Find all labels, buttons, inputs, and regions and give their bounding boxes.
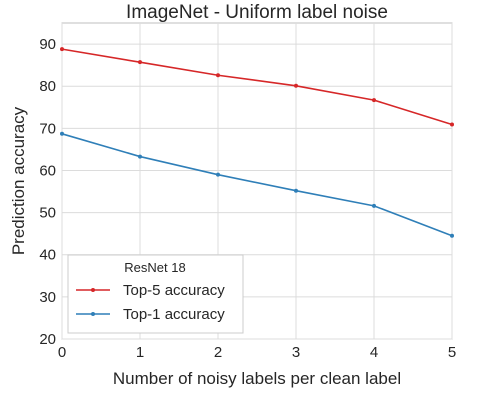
x-tick-label: 3 — [292, 344, 300, 361]
series-lines — [60, 47, 454, 238]
y-tick-label: 30 — [39, 289, 56, 306]
x-tick-label: 0 — [58, 344, 66, 361]
chart-title: ImageNet - Uniform label noise — [126, 2, 388, 23]
x-tick-label: 1 — [136, 344, 144, 361]
y-axis-label: Prediction accuracy — [9, 106, 28, 255]
series-line-top-5-accuracy — [61, 48, 453, 126]
tick-labels: 0 1 2 3 4 5 20 30 40 50 60 70 80 90 — [39, 36, 456, 361]
legend: ResNet 18 Top-5 accuracy Top-1 accuracy — [67, 254, 244, 334]
x-tick-label: 4 — [370, 344, 378, 361]
data-point-top-1-accuracy — [216, 172, 220, 177]
data-point-top-5-accuracy — [60, 47, 64, 52]
data-point-top-5-accuracy — [450, 122, 454, 127]
legend-marker-top-1 — [91, 312, 95, 316]
y-tick-label: 90 — [39, 36, 56, 53]
legend-label-top-1: Top-1 accuracy — [123, 306, 225, 323]
x-tick-label: 5 — [448, 344, 456, 361]
y-tick-label: 80 — [39, 78, 56, 95]
y-tick-label: 20 — [39, 331, 56, 348]
data-point-top-1-accuracy — [60, 131, 64, 136]
y-tick-label: 40 — [39, 247, 56, 264]
x-axis-label: Number of noisy labels per clean label — [113, 369, 401, 388]
data-point-top-1-accuracy — [372, 203, 376, 208]
series-line-top-1-accuracy — [61, 133, 453, 237]
data-point-top-5-accuracy — [294, 83, 298, 88]
legend-title: ResNet 18 — [124, 260, 185, 275]
data-point-top-1-accuracy — [294, 188, 298, 193]
y-tick-label: 50 — [39, 205, 56, 222]
data-point-top-1-accuracy — [450, 233, 454, 238]
data-point-top-5-accuracy — [216, 73, 220, 78]
y-tick-label: 60 — [39, 162, 56, 179]
y-tick-label: 70 — [39, 120, 56, 137]
data-point-top-1-accuracy — [138, 154, 142, 159]
legend-box — [67, 254, 244, 334]
data-point-top-5-accuracy — [138, 60, 142, 65]
data-point-top-5-accuracy — [372, 98, 376, 103]
x-tick-label: 2 — [214, 344, 222, 361]
legend-label-top-5: Top-5 accuracy — [123, 282, 225, 299]
legend-marker-top-5 — [91, 288, 95, 292]
